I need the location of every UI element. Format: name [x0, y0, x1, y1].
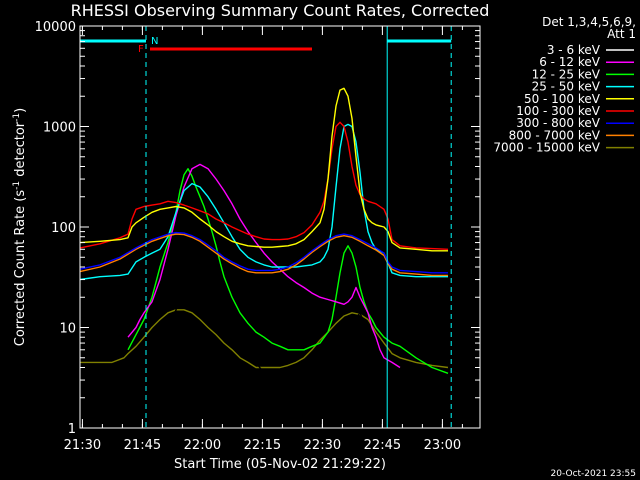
series-line-0	[127, 276, 385, 417]
x-tick-label-6: 23:00	[424, 438, 461, 453]
series-line-1	[127, 163, 401, 369]
legend-label-7: 800 - 7000 keV	[509, 128, 601, 142]
x-ticks: 21:30 21:45 22:00 22:15 22:30 22:45 23:00	[64, 26, 463, 453]
series-line-6	[79, 231, 448, 274]
series-line-5	[79, 121, 449, 250]
legend-label-1: 6 - 12 keV	[539, 55, 601, 69]
legend-label-2: 12 - 25 keV	[532, 67, 601, 81]
chart-title: RHESSI Observing Summary Count Rates, Co…	[71, 1, 490, 20]
legend-label-8: 7000 - 15000 keV	[493, 141, 600, 155]
legend-label-3: 25 - 50 keV	[532, 80, 601, 94]
legend-label-5: 100 - 300 keV	[516, 104, 600, 118]
series-line-7	[79, 233, 448, 277]
flare-label: F	[138, 44, 144, 55]
y-axis-label-main: Corrected Count Rate (s	[13, 190, 28, 347]
legend-label-0: 3 - 6 keV	[547, 43, 601, 57]
series-line-4	[79, 87, 448, 252]
x-tick-label-3: 22:15	[244, 438, 281, 453]
legend-label-6: 300 - 800 keV	[516, 116, 600, 130]
y-axis-label-mid: detector	[13, 121, 28, 181]
x-tick-label-0: 21:30	[64, 438, 101, 453]
y-tick-label-2: 100	[51, 221, 76, 236]
y-tick-label-4: 10000	[35, 20, 76, 35]
night-label: N	[151, 36, 158, 47]
x-tick-label-2: 22:00	[184, 438, 221, 453]
legend-header-line1: Det 1,3,4,5,6,9,	[542, 15, 636, 29]
series-layer	[79, 87, 449, 417]
y-tick-label-3: 1000	[43, 121, 76, 136]
y-ticks: 1 10 100 1000 10000	[35, 20, 480, 437]
x-tick-label-4: 22:30	[304, 438, 341, 453]
y-axis-label-sup1: -1	[12, 181, 22, 190]
y-tick-label-0: 1	[68, 422, 76, 437]
legend-header-line2: Att 1	[607, 27, 636, 41]
series-line-8	[80, 309, 449, 369]
footer-date: 20-Oct-2021 23:55	[551, 469, 636, 479]
y-axis-label: Corrected Count Rate (s-1 detector-1)	[12, 108, 28, 346]
x-tick-label-5: 22:45	[364, 438, 401, 453]
y-tick-label-1: 10	[59, 322, 76, 337]
series-line-3	[79, 123, 448, 281]
y-axis-label-sup2: -1	[12, 113, 22, 122]
y-axis-label-end: )	[13, 108, 28, 113]
x-axis-label: Start Time (05-Nov-02 21:29:22)	[174, 457, 386, 472]
x-tick-label-1: 21:45	[124, 438, 161, 453]
legend-label-4: 50 - 100 keV	[524, 92, 601, 106]
